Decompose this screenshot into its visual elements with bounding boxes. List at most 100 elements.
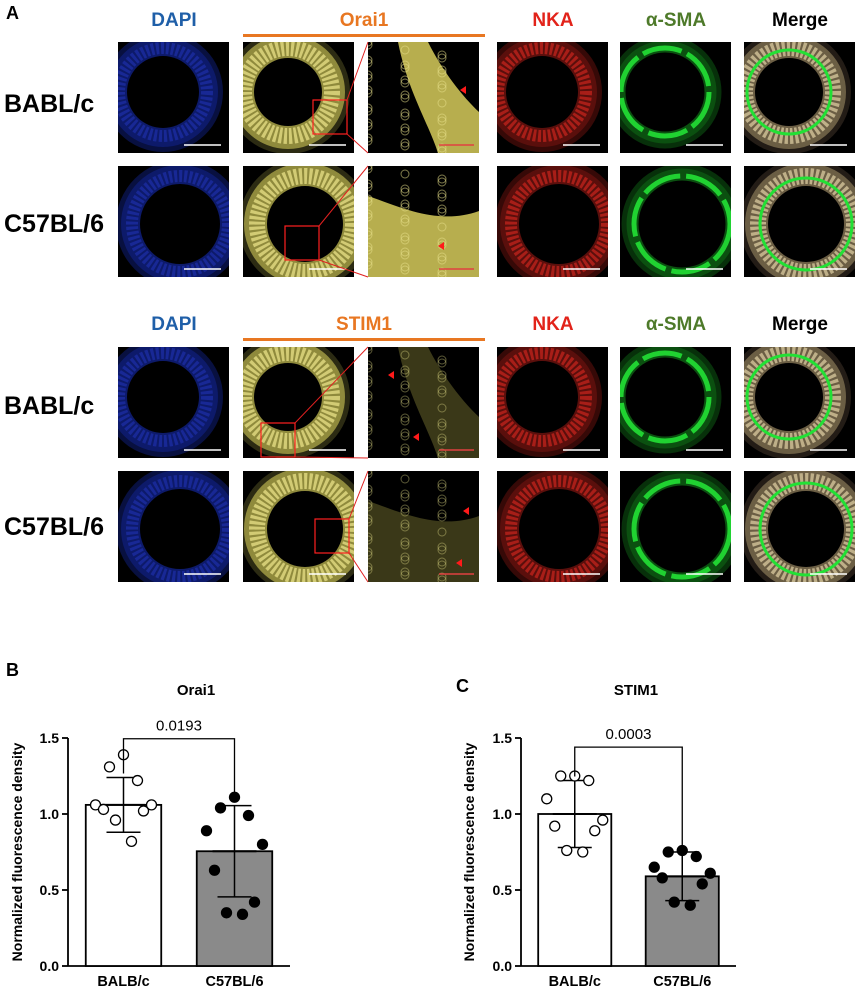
x-tick-label: C57BL/6 — [205, 974, 263, 990]
data-point — [131, 774, 144, 787]
micrograph-asma-r3 — [620, 347, 731, 458]
data-point — [589, 825, 601, 837]
micrograph-zoom-r2 — [368, 166, 479, 277]
data-point — [256, 838, 269, 851]
data-point — [690, 850, 702, 863]
y-axis-label: Normalized fluorescence density — [9, 742, 25, 961]
bar-2 — [644, 875, 720, 967]
micrograph-merge-r3 — [744, 347, 855, 458]
micrograph-dapi-r3 — [118, 347, 229, 458]
y-tick-label: 0.5 — [40, 882, 60, 898]
micrograph-target-r3 — [243, 347, 354, 458]
panel-letter-c: C — [456, 676, 469, 696]
micrograph-nka-r2 — [497, 166, 608, 277]
micrograph-zoom-r3 — [368, 347, 479, 458]
data-point — [208, 864, 221, 876]
micrograph-nka-r1 — [497, 42, 608, 153]
data-point — [662, 846, 674, 858]
channel-label-nka-2: NKA — [532, 314, 574, 335]
bar-1 — [537, 813, 613, 967]
micrograph-asma-r2 — [620, 166, 731, 277]
channel-label-asma-2: α-SMA — [645, 314, 707, 335]
micrograph-asma-r1 — [620, 42, 731, 153]
y-tick-label: 0.0 — [40, 958, 60, 974]
channel-label-asma: α-SMA — [645, 10, 707, 31]
data-point — [668, 896, 680, 908]
row-label-balbc-2: BABL/c — [4, 392, 95, 420]
micrograph-target-r1 — [243, 42, 354, 153]
micrograph-asma-r4 — [620, 471, 731, 582]
data-point — [569, 770, 581, 782]
data-point — [597, 814, 609, 826]
data-point — [561, 844, 573, 857]
micrograph-target-r4 — [243, 471, 354, 582]
x-tick-label: BALB/c — [549, 974, 601, 990]
data-point — [676, 844, 688, 857]
micrograph-merge-r4 — [744, 471, 855, 582]
y-tick-label: 1.5 — [493, 730, 513, 746]
data-point — [236, 908, 249, 920]
micrograph-merge-r1 — [744, 42, 855, 153]
data-point — [704, 867, 716, 879]
row-label-balbc-1: BABL/c — [4, 90, 95, 118]
data-point — [696, 878, 708, 890]
data-point — [549, 820, 561, 832]
channel-label-dapi-2: DAPI — [151, 314, 197, 335]
bar-2 — [195, 850, 274, 967]
data-point — [109, 814, 122, 826]
channel-label-dapi: DAPI — [151, 10, 197, 31]
x-tick-label: C57BL/6 — [653, 974, 711, 990]
micrograph-dapi-r1 — [118, 42, 229, 153]
orai1-underline — [243, 34, 485, 37]
significance-bracket — [122, 738, 236, 802]
micrograph-merge-r2 — [744, 166, 855, 277]
p-value-label: 0.0003 — [606, 726, 652, 743]
row-label-c57-2: C57BL/6 — [4, 513, 105, 541]
channel-label-nka: NKA — [532, 10, 574, 31]
bar-1 — [84, 803, 163, 967]
y-tick-label: 0.5 — [493, 882, 513, 898]
micrograph-zoom-r4 — [368, 471, 479, 582]
channel-label-stim1: STIM1 — [336, 314, 392, 335]
micrograph-dapi-r2 — [118, 166, 229, 277]
micrograph-nka-r4 — [497, 471, 608, 582]
stim1-underline — [243, 338, 485, 341]
data-point — [137, 805, 150, 817]
data-point — [648, 861, 660, 873]
row-label-c57-1: C57BL/6 — [4, 210, 105, 238]
data-point — [103, 761, 116, 773]
data-point — [656, 872, 668, 884]
data-point — [125, 835, 138, 848]
x-tick-label: BALB/c — [97, 974, 149, 990]
micrograph-target-r2 — [243, 166, 354, 277]
y-tick-label: 1.0 — [493, 806, 513, 822]
channel-label-orai1: Orai1 — [339, 10, 389, 31]
data-point — [248, 896, 261, 908]
data-point — [97, 803, 110, 816]
data-point — [145, 799, 158, 811]
y-tick-label: 1.5 — [40, 730, 60, 746]
y-tick-label: 1.0 — [40, 806, 60, 822]
data-point — [220, 907, 233, 919]
y-tick-label: 0.0 — [493, 958, 513, 974]
data-point — [583, 774, 595, 787]
data-point — [555, 770, 567, 782]
channel-label-merge-2: Merge — [772, 314, 828, 335]
chart-title: STIM1 — [614, 682, 658, 699]
panel-letter-b: B — [6, 660, 19, 680]
chart-title: Orai1 — [177, 682, 215, 699]
data-point — [541, 793, 553, 805]
micrograph-zoom-r1 — [368, 42, 479, 153]
data-point — [117, 749, 130, 761]
micrograph-nka-r3 — [497, 347, 608, 458]
significance-bracket — [574, 746, 683, 848]
p-value-label: 0.0193 — [156, 718, 202, 735]
y-axis-label: Normalized fluorescence density — [461, 742, 477, 961]
data-point — [214, 802, 227, 814]
panel-letter-a: A — [6, 3, 19, 23]
data-point — [684, 899, 696, 911]
data-point — [577, 846, 589, 858]
data-point — [228, 791, 241, 803]
data-point — [242, 809, 255, 822]
micrograph-dapi-r4 — [118, 471, 229, 582]
